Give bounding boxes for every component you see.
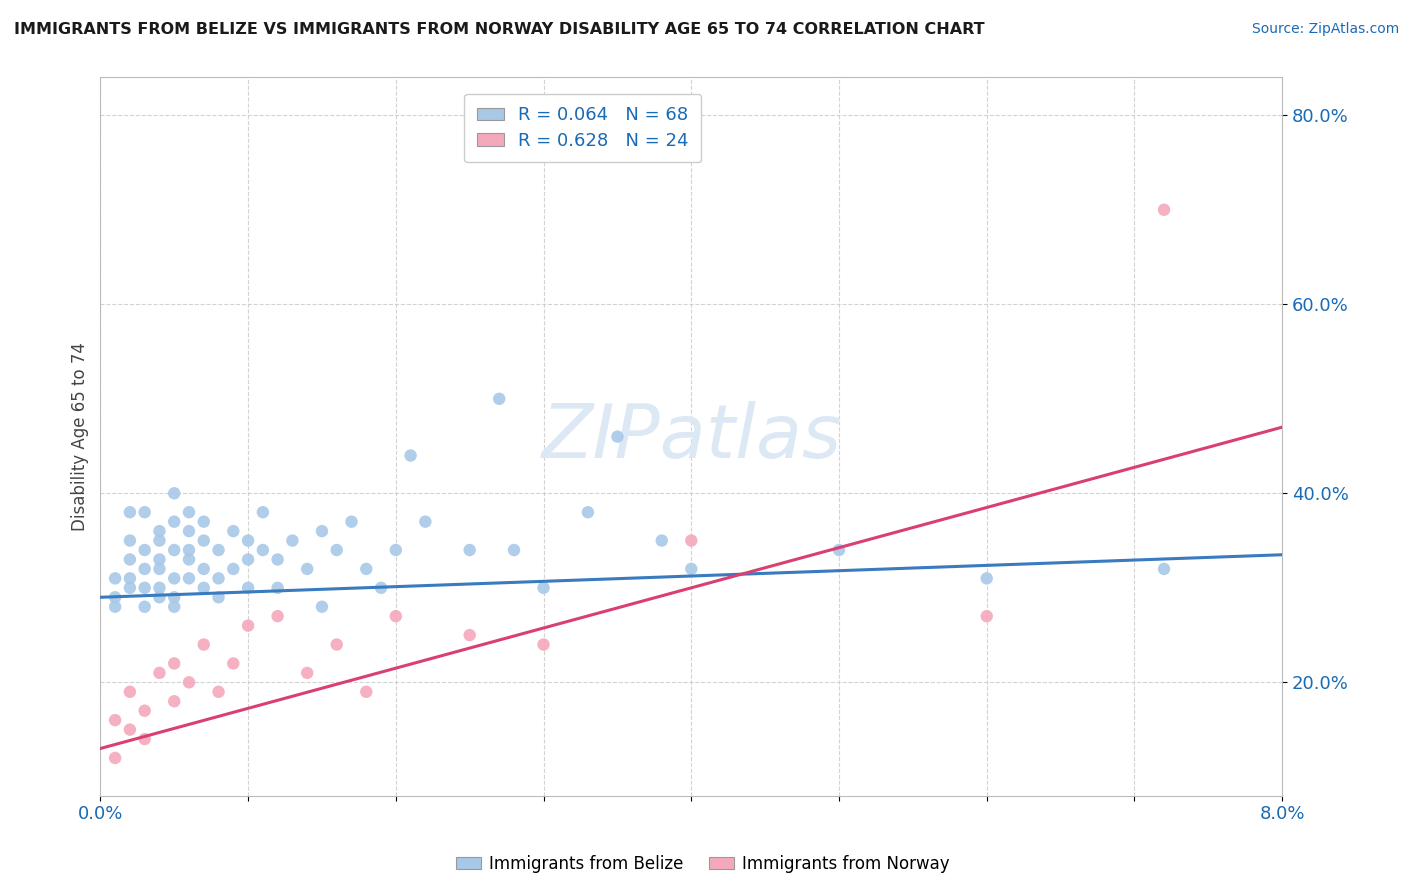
- Point: [148, 562, 170, 576]
- Point: [163, 694, 186, 708]
- Point: [236, 581, 259, 595]
- Point: [163, 657, 186, 671]
- Point: [356, 562, 378, 576]
- Y-axis label: Disability Age 65 to 74: Disability Age 65 to 74: [72, 343, 89, 531]
- Point: [370, 581, 392, 595]
- Point: [118, 533, 141, 548]
- Point: [266, 581, 288, 595]
- Point: [976, 609, 998, 624]
- Point: [148, 591, 170, 605]
- Point: [104, 599, 127, 614]
- Point: [311, 599, 333, 614]
- Legend: R = 0.064   N = 68, R = 0.628   N = 24: R = 0.064 N = 68, R = 0.628 N = 24: [464, 94, 702, 162]
- Point: [148, 524, 170, 538]
- Point: [651, 533, 673, 548]
- Point: [104, 713, 127, 727]
- Point: [118, 571, 141, 585]
- Point: [576, 505, 599, 519]
- Point: [134, 581, 156, 595]
- Point: [252, 505, 274, 519]
- Point: [311, 524, 333, 538]
- Point: [134, 543, 156, 558]
- Point: [134, 732, 156, 747]
- Point: [177, 552, 200, 566]
- Point: [163, 486, 186, 500]
- Point: [118, 552, 141, 566]
- Point: [177, 675, 200, 690]
- Point: [1153, 562, 1175, 576]
- Point: [177, 524, 200, 538]
- Point: [193, 581, 215, 595]
- Point: [325, 638, 347, 652]
- Point: [236, 552, 259, 566]
- Point: [148, 552, 170, 566]
- Point: [266, 552, 288, 566]
- Point: [681, 533, 703, 548]
- Point: [252, 543, 274, 558]
- Point: [207, 571, 229, 585]
- Point: [118, 685, 141, 699]
- Point: [266, 609, 288, 624]
- Point: [415, 515, 437, 529]
- Point: [193, 533, 215, 548]
- Point: [104, 571, 127, 585]
- Point: [134, 505, 156, 519]
- Point: [236, 618, 259, 632]
- Point: [163, 515, 186, 529]
- Point: [828, 543, 851, 558]
- Point: [385, 609, 408, 624]
- Point: [177, 505, 200, 519]
- Point: [148, 533, 170, 548]
- Point: [385, 543, 408, 558]
- Point: [356, 685, 378, 699]
- Point: [163, 543, 186, 558]
- Point: [177, 571, 200, 585]
- Point: [207, 543, 229, 558]
- Point: [222, 657, 245, 671]
- Point: [606, 429, 628, 443]
- Point: [193, 562, 215, 576]
- Point: [503, 543, 526, 558]
- Point: [681, 562, 703, 576]
- Point: [458, 543, 481, 558]
- Point: [295, 665, 318, 680]
- Text: ZIPatlas: ZIPatlas: [541, 401, 841, 473]
- Point: [488, 392, 510, 406]
- Legend: Immigrants from Belize, Immigrants from Norway: Immigrants from Belize, Immigrants from …: [450, 848, 956, 880]
- Point: [104, 751, 127, 765]
- Point: [148, 665, 170, 680]
- Point: [177, 543, 200, 558]
- Point: [148, 581, 170, 595]
- Point: [134, 704, 156, 718]
- Point: [207, 685, 229, 699]
- Point: [1153, 202, 1175, 217]
- Point: [193, 638, 215, 652]
- Text: Source: ZipAtlas.com: Source: ZipAtlas.com: [1251, 22, 1399, 37]
- Point: [458, 628, 481, 642]
- Point: [163, 591, 186, 605]
- Point: [295, 562, 318, 576]
- Point: [118, 723, 141, 737]
- Point: [193, 515, 215, 529]
- Point: [222, 562, 245, 576]
- Point: [976, 571, 998, 585]
- Point: [207, 591, 229, 605]
- Point: [399, 449, 422, 463]
- Point: [163, 571, 186, 585]
- Point: [533, 581, 555, 595]
- Point: [118, 581, 141, 595]
- Point: [104, 591, 127, 605]
- Text: IMMIGRANTS FROM BELIZE VS IMMIGRANTS FROM NORWAY DISABILITY AGE 65 TO 74 CORRELA: IMMIGRANTS FROM BELIZE VS IMMIGRANTS FRO…: [14, 22, 984, 37]
- Point: [118, 505, 141, 519]
- Point: [325, 543, 347, 558]
- Point: [222, 524, 245, 538]
- Point: [236, 533, 259, 548]
- Point: [134, 599, 156, 614]
- Point: [281, 533, 304, 548]
- Point: [340, 515, 363, 529]
- Point: [533, 638, 555, 652]
- Point: [134, 562, 156, 576]
- Point: [163, 599, 186, 614]
